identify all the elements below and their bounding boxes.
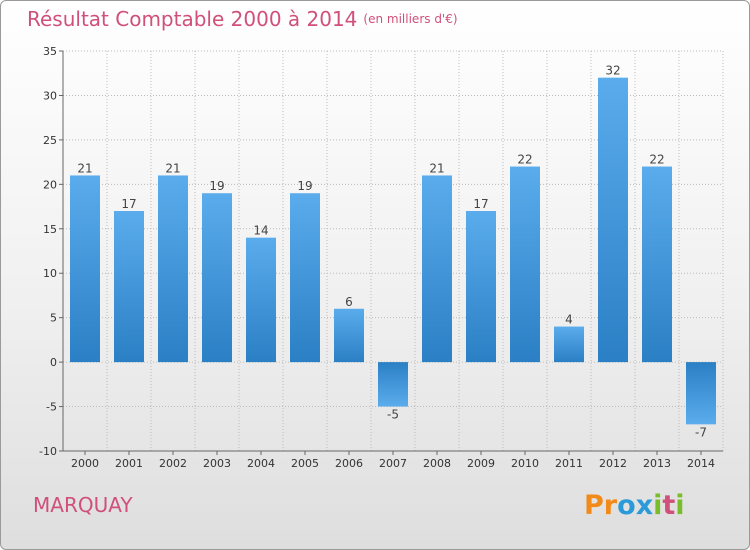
x-tick-label: 2006 — [335, 457, 363, 470]
x-tick-label: 2003 — [203, 457, 231, 470]
data-label: 21 — [165, 161, 180, 175]
bar — [334, 308, 364, 363]
y-tick-label: 0 — [50, 356, 57, 369]
data-label: 19 — [209, 179, 224, 193]
logo-letter: t — [662, 490, 676, 521]
bar — [114, 211, 144, 363]
x-tick-label: 2007 — [379, 457, 407, 470]
bar — [422, 175, 452, 363]
town-name: MARQUAY — [33, 493, 133, 517]
x-tick-label: 2013 — [643, 457, 671, 470]
y-tick-label: -10 — [39, 445, 57, 458]
bars — [70, 77, 716, 425]
data-label: -7 — [695, 425, 707, 439]
logo-letter: i — [675, 490, 685, 521]
bar — [598, 77, 628, 363]
bar — [686, 362, 716, 425]
x-tick-label: 2012 — [599, 457, 627, 470]
x-tick-label: 2011 — [555, 457, 583, 470]
data-label: 32 — [605, 64, 620, 78]
bar — [202, 193, 232, 363]
y-tick-label: 30 — [43, 89, 57, 102]
data-label: 14 — [253, 224, 268, 238]
bar — [510, 166, 540, 363]
bar — [642, 166, 672, 363]
y-tick-label: -5 — [46, 401, 57, 414]
x-tick-label: 2002 — [159, 457, 187, 470]
x-tick-label: 2008 — [423, 457, 451, 470]
data-label: 19 — [297, 179, 312, 193]
y-tick-label: 20 — [43, 178, 57, 191]
y-tick-label: 15 — [43, 223, 57, 236]
bar — [466, 211, 496, 363]
chart-title: Résultat Comptable 2000 à 2014 (en millie… — [27, 7, 458, 31]
y-tick-label: 10 — [43, 267, 57, 280]
x-tick-label: 2004 — [247, 457, 275, 470]
x-tick-label: 2009 — [467, 457, 495, 470]
bar — [246, 237, 276, 363]
data-label: 17 — [473, 197, 488, 211]
data-labels: 21 17 21 19 14 19 6 -5 21 17 22 4 32 22 -7 — [77, 64, 707, 440]
logo-letter: x — [635, 490, 654, 521]
bar — [70, 175, 100, 363]
x-tick-label: 2000 — [71, 457, 99, 470]
logo-letter: r — [603, 490, 618, 521]
chart-title-text: Résultat Comptable 2000 à 2014 — [27, 7, 358, 31]
axes: -10 -5 0 5 10 15 20 25 30 35 2000 2001 2002 2003 2004 2… — [39, 45, 723, 470]
bar — [554, 326, 584, 363]
data-label: 21 — [429, 161, 444, 175]
bar — [158, 175, 188, 363]
logo-letter: P — [584, 490, 604, 521]
data-label: 17 — [121, 197, 136, 211]
data-label: 6 — [345, 295, 353, 309]
y-tick-label: 5 — [50, 312, 57, 325]
data-label: 22 — [649, 153, 664, 167]
data-label: 22 — [517, 153, 532, 167]
x-tick-label: 2005 — [291, 457, 319, 470]
data-label: 21 — [77, 161, 92, 175]
x-tick-label: 2001 — [115, 457, 143, 470]
x-tick-label: 2014 — [687, 457, 715, 470]
bar — [378, 362, 408, 407]
logo-letter: o — [617, 490, 636, 521]
y-tick-label: 35 — [43, 45, 57, 58]
proxiti-logo[interactable]: Proxiti — [584, 490, 685, 521]
unit-label: (en milliers d'€) — [363, 12, 458, 26]
data-label: 4 — [565, 313, 573, 327]
bar — [290, 193, 320, 363]
y-tick-label: 25 — [43, 134, 57, 147]
data-label: -5 — [387, 408, 399, 422]
x-tick-label: 2010 — [511, 457, 539, 470]
logo-letter: i — [653, 490, 663, 521]
